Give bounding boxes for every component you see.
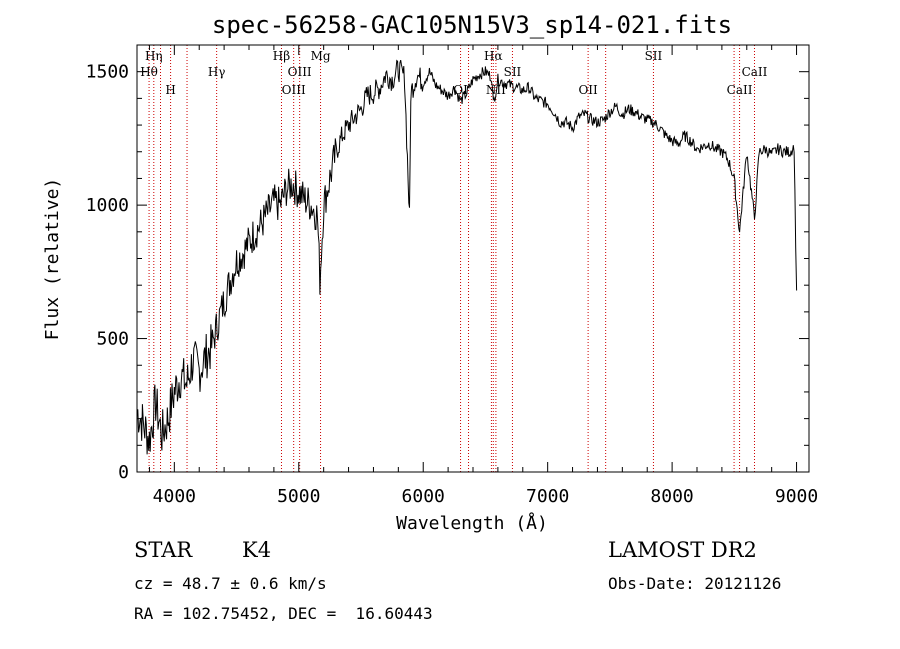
- spectrum-line: [136, 59, 798, 455]
- object-subclass: K4: [242, 538, 272, 562]
- x-tick-label: 4000: [153, 486, 196, 507]
- line-marker-label: Hθ: [140, 65, 158, 79]
- chart-title: spec-56258-GAC105N15V3_sp14-021.fits: [212, 11, 732, 39]
- line-marker-label: Hβ: [273, 49, 290, 63]
- y-axis-label: Flux (relative): [42, 178, 63, 341]
- line-marker-label: SII: [645, 49, 663, 63]
- line-marker-label: Mg: [311, 49, 331, 63]
- y-tick-label: 1500: [86, 62, 129, 83]
- line-marker-label: OII: [578, 83, 598, 97]
- line-marker-label: NII: [486, 83, 506, 97]
- line-marker-label: OIII: [288, 65, 312, 79]
- line-marker-label: CaII: [727, 83, 753, 97]
- plot-frame: [136, 44, 810, 473]
- redshift-velocity: cz = 48.7 ± 0.6 km/s: [134, 574, 327, 593]
- y-tick-label: 0: [118, 462, 129, 483]
- y-tick-label: 500: [96, 329, 129, 350]
- y-tick-label: 1000: [86, 195, 129, 216]
- line-marker-label: SII: [504, 65, 522, 79]
- line-marker-label: Hα: [484, 49, 503, 63]
- line-marker-label: CaII: [742, 65, 768, 79]
- x-tick-label: 7000: [526, 486, 569, 507]
- line-marker-label: OIII: [282, 83, 306, 97]
- line-marker-label: H: [165, 83, 175, 97]
- x-tick-label: 8000: [650, 486, 693, 507]
- coordinates: RA = 102.75452, DEC = 16.60443: [134, 604, 433, 623]
- axis-tick-labels: 4000 5000 6000 7000 8000 9000 0 500 1000 1500: [86, 62, 819, 507]
- x-tick-label: 5000: [277, 486, 320, 507]
- object-type: STAR: [134, 538, 193, 562]
- axis-ticks: [137, 44, 809, 473]
- x-tick-label: 9000: [775, 486, 818, 507]
- line-marker-label: Hγ: [208, 65, 226, 79]
- line-marker-label: Hη: [145, 49, 163, 63]
- observation-date: Obs-Date: 20121126: [608, 574, 782, 593]
- x-axis-label: Wavelength (Å): [396, 512, 548, 534]
- x-tick-label: 6000: [402, 486, 445, 507]
- line-markers: HηHθHHγHβOIIIOIIIMgOIHαNIISIIOIISIICaIIC…: [140, 45, 768, 472]
- survey-name: LAMOST DR2: [608, 538, 757, 562]
